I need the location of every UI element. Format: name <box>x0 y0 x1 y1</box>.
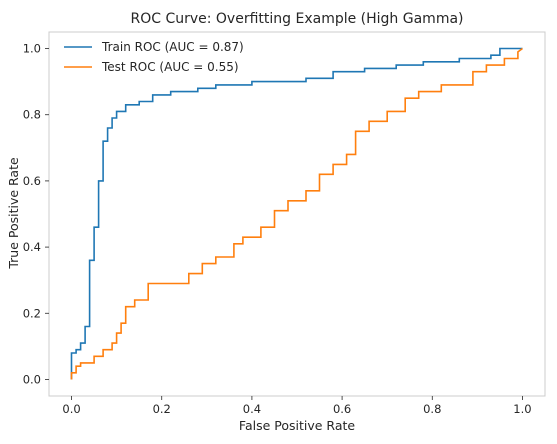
x-axis-label: False Positive Rate <box>239 418 355 433</box>
x-tick-label: 0.4 <box>243 402 261 416</box>
x-tick-label: 0.8 <box>423 402 441 416</box>
y-axis-label: True Positive Rate <box>6 157 21 270</box>
x-tick-label: 0.0 <box>62 402 80 416</box>
series-line-train <box>72 49 523 380</box>
y-tick-label: 0.2 <box>23 306 41 320</box>
x-tick-label: 0.2 <box>153 402 171 416</box>
plot-area: 0.0 0.2 0.4 0.6 0.8 1.0 0.0 0.2 0.4 0.6 0.8 1.0 <box>23 32 545 416</box>
chart-title: ROC Curve: Overfitting Example (High Gam… <box>130 11 463 27</box>
x-tick-label: 1.0 <box>513 402 531 416</box>
y-tick-label: 0.4 <box>23 240 41 254</box>
y-tick-label: 0.8 <box>23 108 41 122</box>
y-tick-label: 0.0 <box>23 372 41 386</box>
legend: Train ROC (AUC = 0.87) Test ROC (AUC = 0.… <box>64 40 244 74</box>
legend-label-test: Test ROC (AUC = 0.55) <box>101 60 239 74</box>
plot-frame <box>49 32 545 396</box>
legend-label-train: Train ROC (AUC = 0.87) <box>101 40 244 54</box>
y-tick-label: 0.6 <box>23 174 41 188</box>
x-tick-label: 0.6 <box>333 402 351 416</box>
series-line-test <box>72 49 523 380</box>
y-tick-label: 1.0 <box>23 42 41 56</box>
